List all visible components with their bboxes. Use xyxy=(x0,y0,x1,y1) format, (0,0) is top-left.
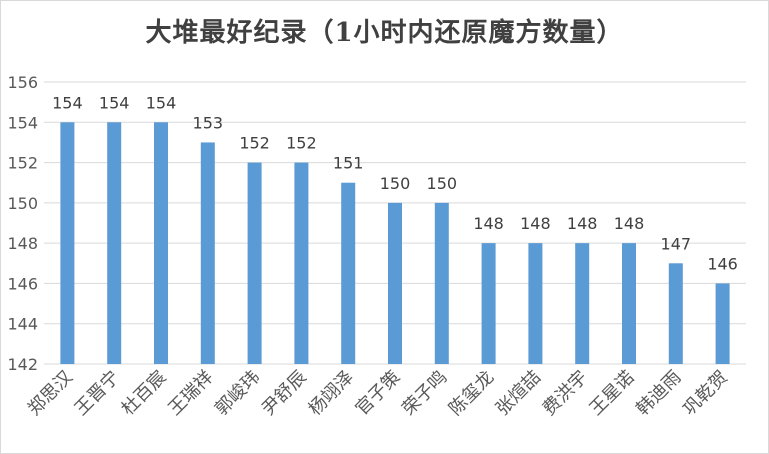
bar xyxy=(200,142,215,364)
category-label: 杜百宸 xyxy=(118,367,171,420)
y-tick-label: 146 xyxy=(7,274,38,293)
bar xyxy=(341,182,356,364)
category-label: 巩乾贺 xyxy=(679,367,732,420)
category-label: 杨翊泽 xyxy=(305,367,358,420)
category-label: 王晋宁 xyxy=(71,367,124,420)
data-label: 148 xyxy=(520,214,551,233)
data-label: 148 xyxy=(614,214,645,233)
data-label: 151 xyxy=(333,154,364,173)
bar xyxy=(481,243,496,364)
category-label: 尹舒辰 xyxy=(258,367,311,420)
bar xyxy=(154,122,168,365)
bar xyxy=(575,243,590,364)
bar xyxy=(622,243,636,364)
data-label: 146 xyxy=(707,254,738,273)
data-label: 152 xyxy=(286,134,317,153)
bar xyxy=(528,243,543,364)
data-label: 148 xyxy=(567,214,598,233)
bar xyxy=(715,283,730,364)
data-label: 153 xyxy=(193,113,224,132)
category-label: 郑思汉 xyxy=(24,367,77,420)
bar xyxy=(434,202,449,364)
category-label: 张煊喆 xyxy=(492,367,545,420)
bar xyxy=(247,162,262,364)
y-tick-label: 154 xyxy=(7,113,38,132)
data-labels: 154 154 154 153 152 152 151 150 150 148 148 148 148 1… xyxy=(52,93,738,273)
category-label: 费洪宇 xyxy=(539,367,592,420)
data-label: 152 xyxy=(239,134,270,153)
data-label: 148 xyxy=(473,214,504,233)
y-tick-label: 148 xyxy=(7,234,38,253)
data-label: 150 xyxy=(427,174,458,193)
data-label: 154 xyxy=(146,93,177,112)
chart-title: 大堆最好纪录（1小时内还原魔方数量） xyxy=(145,18,624,48)
data-label: 147 xyxy=(661,234,692,253)
category-label: 郭峻玮 xyxy=(211,367,264,420)
category-label: 官子策 xyxy=(352,367,405,420)
bar xyxy=(388,202,402,364)
data-label: 150 xyxy=(380,174,411,193)
category-label: 韩迪雨 xyxy=(632,367,685,420)
category-label: 王瑞祥 xyxy=(164,367,217,420)
bar xyxy=(107,122,122,365)
bar xyxy=(60,122,75,365)
y-tick-label: 156 xyxy=(7,73,38,92)
bars xyxy=(60,122,730,365)
bar xyxy=(668,263,683,364)
data-label: 154 xyxy=(52,93,83,112)
category-label: 荣子鸣 xyxy=(398,367,451,420)
bar xyxy=(294,162,309,364)
y-tick-label: 150 xyxy=(7,194,38,213)
category-label: 陈玺龙 xyxy=(445,367,498,420)
category-label: 王星诺 xyxy=(586,367,639,420)
y-tick-label: 152 xyxy=(7,154,38,173)
y-tick-label: 142 xyxy=(7,355,38,374)
y-axis-ticks: 142 144 146 148 150 152 154 156 xyxy=(7,73,38,374)
x-axis-categories: 郑思汉王晋宁杜百宸王瑞祥郭峻玮尹舒辰杨翊泽官子策荣子鸣陈玺龙张煊喆费洪宇王星诺韩… xyxy=(24,367,732,420)
data-label: 154 xyxy=(99,93,130,112)
y-tick-label: 144 xyxy=(7,315,38,334)
